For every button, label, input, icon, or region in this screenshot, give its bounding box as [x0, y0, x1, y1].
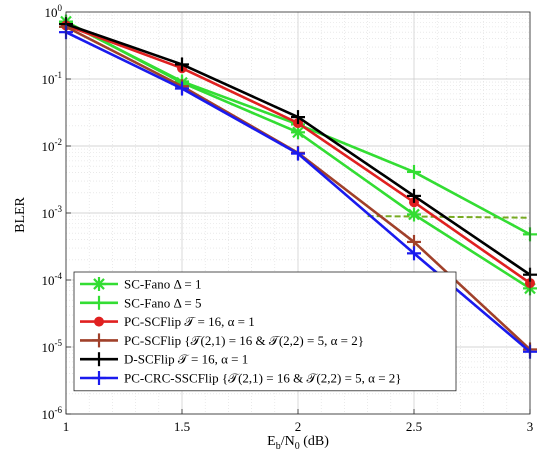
- circle-marker-shape: [94, 316, 104, 327]
- legend-label: PC-SCFlip {𝒯(2,1) = 16 & 𝒯(2,2) = 5, α =…: [124, 333, 364, 348]
- legend-label: D-SCFlip 𝒯 = 16, α = 1: [124, 352, 248, 367]
- x-tick-label: 2: [295, 419, 302, 434]
- legend-entry: PC-CRC-SSCFlip {𝒯(2,1) = 16 & 𝒯(2,2) = 5…: [80, 371, 402, 386]
- y-tick-labels: 100 10-1 10-2 10-3 10-4 10-5 10-6: [42, 3, 63, 422]
- data-point: [291, 110, 305, 125]
- plot-frame: [65, 11, 531, 415]
- y-tick-label: 10-6: [42, 405, 63, 422]
- y-axis-title: BLER: [13, 196, 28, 232]
- y-tick-label: 10-5: [42, 338, 63, 355]
- data-point: [407, 164, 421, 179]
- legend-label: PC-SCFlip 𝒯 = 16, α = 1: [124, 314, 255, 329]
- data-point: [291, 146, 305, 161]
- marker-stroke: [408, 208, 420, 221]
- legend-entry: PC-SCFlip 𝒯 = 16, α = 1: [80, 314, 255, 329]
- legend-marker: [92, 333, 106, 348]
- legend-label: SC-Fano Δ = 1: [124, 277, 201, 292]
- series-layer: [59, 14, 537, 359]
- legend-entry: PC-SCFlip {𝒯(2,1) = 16 & 𝒯(2,2) = 5, α =…: [80, 333, 364, 348]
- x-tick-label: 1.5: [174, 419, 190, 434]
- legend-entry: SC-Fano Δ = 5: [80, 295, 201, 310]
- x-axis-title: Eb/N0 (dB): [267, 434, 329, 452]
- x-tick-label: 3: [527, 419, 534, 434]
- legend-box: [73, 271, 457, 392]
- legend-label: PC-CRC-SSCFlip {𝒯(2,1) = 16 & 𝒯(2,2) = 5…: [124, 371, 402, 386]
- data-point: [407, 207, 421, 222]
- x-tick-label: 1: [63, 419, 70, 434]
- data-point: [175, 81, 189, 96]
- annotations: [367, 215, 531, 219]
- x-tick-labels: 1 1.5 2 2.5 3: [63, 419, 534, 434]
- legend-marker: [94, 316, 104, 327]
- legend-marker: [92, 277, 106, 291]
- dashed-reference-line: [367, 215, 531, 219]
- y-tick-label: 10-3: [42, 204, 63, 221]
- data-point: [407, 246, 421, 261]
- y-tick-label: 100: [45, 3, 63, 20]
- y-tick-label: 10-4: [42, 271, 63, 288]
- legend-label: SC-Fano Δ = 5: [124, 295, 201, 310]
- data-point: [407, 188, 421, 203]
- legend-marker: [92, 295, 106, 310]
- y-tick-label: 10-1: [42, 70, 63, 87]
- legend-entry: SC-Fano Δ = 1: [80, 277, 201, 292]
- y-tick-label: 10-2: [42, 137, 63, 154]
- legend-marker: [92, 352, 106, 367]
- legend-entry: D-SCFlip 𝒯 = 16, α = 1: [80, 352, 248, 367]
- marker-stroke: [292, 126, 304, 139]
- marker-stroke: [93, 278, 105, 290]
- legend-marker: [92, 371, 106, 385]
- data-point: [175, 57, 189, 72]
- legend: SC-Fano Δ = 1 SC-Fano Δ = 5 PC-SCFlip 𝒯 = …: [73, 271, 457, 392]
- x-tick-label: 2.5: [406, 419, 422, 434]
